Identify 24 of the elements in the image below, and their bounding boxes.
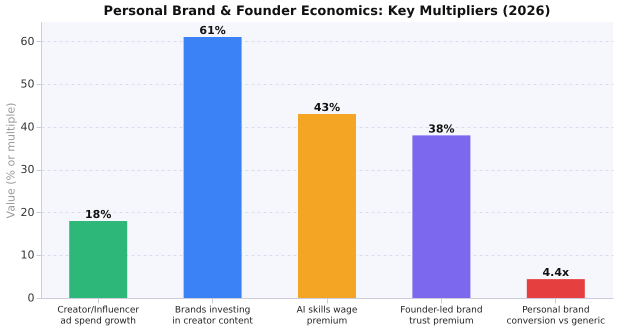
bar xyxy=(69,220,128,298)
y-tick-label: 30 xyxy=(20,163,34,176)
bar xyxy=(184,36,242,298)
y-tick-label: 20 xyxy=(20,206,34,219)
y-tick-label: 0 xyxy=(28,292,34,304)
data-label: 38% xyxy=(428,122,455,136)
chart-title: Personal Brand & Founder Economics: Key Multipliers (2026) xyxy=(104,4,550,19)
data-label: 4.4x xyxy=(542,266,570,280)
data-label: 18% xyxy=(85,208,112,221)
data-label: 43% xyxy=(314,101,340,114)
y-tick-label: 50 xyxy=(20,78,34,91)
bar xyxy=(526,279,585,298)
bar xyxy=(298,114,356,298)
x-tick-label: Creator/Influencer ad spend growth xyxy=(57,306,140,326)
y-tick-label: 10 xyxy=(20,248,34,262)
x-tick-label: AI skills wage premium xyxy=(296,306,358,326)
y-axis-title: Value (% or multiple) xyxy=(4,102,18,218)
y-tick-label: 40 xyxy=(20,120,34,134)
data-label: 61% xyxy=(199,24,226,37)
y-tick-label: 60 xyxy=(20,34,34,48)
bar xyxy=(412,135,470,298)
x-tick-label: Personal brand conversion vs generic xyxy=(506,306,606,326)
x-tick-label: Brands investing in creator content xyxy=(172,306,254,326)
x-tick-label: Founder-led brand trust premium xyxy=(400,306,483,326)
